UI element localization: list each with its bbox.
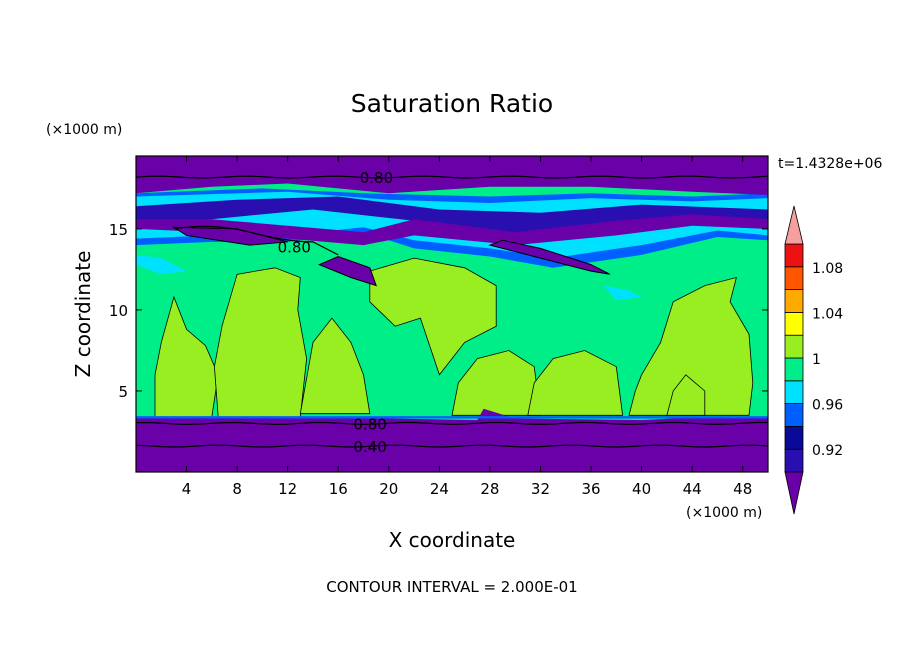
chart-title: Saturation Ratio: [351, 89, 553, 118]
colorbar-swatch: [784, 357, 804, 382]
colorbar-swatch: [784, 243, 804, 268]
supersat-patch: [628, 276, 754, 416]
dry-lens: [172, 226, 288, 246]
contour-field: [136, 156, 768, 472]
supersat-patch: [369, 257, 497, 376]
supersat-patch: [299, 317, 371, 415]
bottom-edge-blue: [136, 416, 768, 419]
y-axis-label: Z coordinate: [71, 251, 95, 378]
supersat-patch: [213, 267, 308, 418]
y-tick-label: 15: [109, 221, 128, 239]
colorbar-swatch: [784, 425, 804, 450]
colorbar-tick-label: 0.96: [812, 398, 843, 414]
moist-patch: [603, 285, 642, 301]
y-tick-label: 10: [109, 302, 128, 320]
colorbar-swatch: [784, 334, 804, 359]
supersat-patch: [154, 295, 219, 418]
x-axis-label: X coordinate: [389, 528, 516, 552]
colorbar: 0.92 0.96 1 1.04 1.08: [784, 205, 843, 515]
colorbar-swatch: [784, 289, 804, 313]
x-tick-label: 24: [430, 480, 449, 498]
colorbar-tick-label: 1.08: [812, 261, 843, 277]
top-dry-band: [136, 156, 768, 195]
upper-layer-purple: [136, 214, 768, 246]
y-units-label: (×1000 m): [46, 122, 122, 138]
x-tick-label: 28: [480, 480, 499, 498]
colorbar-swatch: [784, 380, 804, 404]
colorbar-tick-label: 1: [812, 352, 821, 368]
colorbar-swatch: [784, 266, 804, 290]
x-tick-label: 8: [232, 480, 242, 498]
colorbar-under-arrow: [784, 471, 804, 515]
colorbar-tick-label: 0.92: [812, 443, 843, 459]
x-tick-label: 16: [329, 480, 348, 498]
dry-lens: [488, 239, 611, 275]
time-label: t=1.4328e+06: [778, 156, 882, 172]
x-tick-label: 20: [379, 480, 398, 498]
x-tick-label: 32: [531, 480, 550, 498]
colorbar-swatch: [784, 448, 804, 473]
x-tick-label: 44: [683, 480, 702, 498]
x-units-label: (×1000 m): [686, 505, 762, 521]
bottom-dry-band: [136, 408, 768, 472]
x-tick-label: 12: [278, 480, 297, 498]
contour-line: [173, 225, 339, 256]
contour-line: [136, 421, 768, 426]
colorbar-tick-label: 1.04: [812, 306, 843, 322]
contour-line: [136, 175, 768, 179]
supersat-patch: [666, 374, 706, 416]
y-axis: 5 10 15: [109, 221, 768, 401]
dry-lens: [318, 255, 378, 287]
contour-label: 0.80: [360, 169, 393, 187]
contour-line: [136, 444, 768, 448]
colorbar-swatch: [784, 403, 804, 427]
x-tick-label: 40: [632, 480, 651, 498]
supersat-patch: [527, 350, 624, 416]
colorbar-over-arrow: [784, 205, 804, 245]
contour-label: 0.80: [278, 239, 311, 257]
x-axis: 4 8 12 16 20 24 28 32 36 40 44 48: [182, 156, 752, 498]
colorbar-swatch: [784, 311, 804, 336]
contour-interval-footer: CONTOUR INTERVAL = 2.000E-01: [326, 578, 577, 596]
contour-lines: 0.80 0.80 0.40 0.80: [136, 169, 768, 456]
y-tick-label: 5: [118, 383, 128, 401]
x-tick-label: 4: [182, 480, 192, 498]
plot-frame: [135, 155, 769, 473]
x-tick-label: 36: [581, 480, 600, 498]
x-tick-label: 48: [733, 480, 752, 498]
moist-patch: [136, 254, 187, 275]
contour-label: 0.80: [353, 415, 386, 433]
contour-label: 0.40: [353, 438, 386, 456]
